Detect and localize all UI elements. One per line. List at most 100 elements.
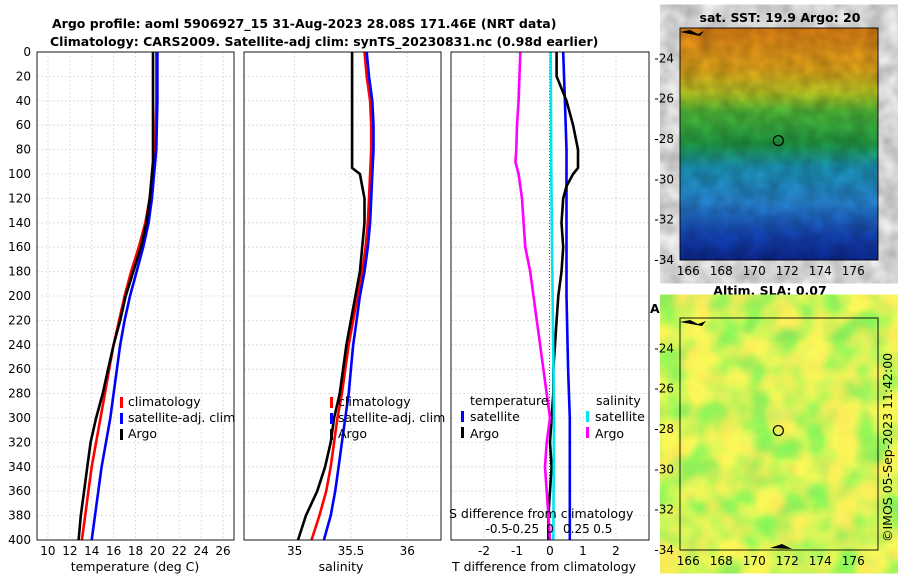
depth-tick-label: 0 xyxy=(23,45,31,59)
x-tick-label: 36 xyxy=(400,544,415,558)
legend-satellite-adj: satellite-adj. clim xyxy=(128,410,235,425)
t-difference-xlabel: T difference from climatology xyxy=(451,559,637,574)
figure-title-line2: Climatology: CARS2009. Satellite-adj cli… xyxy=(50,34,598,50)
figure-title-line1: Argo profile: aoml 5906927_15 31-Aug-202… xyxy=(52,16,556,32)
depth-tick-label: 280 xyxy=(8,387,31,401)
depth-tick-label: 260 xyxy=(8,362,31,376)
legend-swatch-argo xyxy=(330,429,333,440)
x-tick-label: -1 xyxy=(511,544,523,558)
s-diff-tick-label: 0 xyxy=(546,522,554,536)
lat-tick-label: -24 xyxy=(654,51,674,65)
x-tick-label: 2 xyxy=(612,544,620,558)
legend-s-satellite: satellite xyxy=(595,409,645,424)
legend-salinity-header: salinity xyxy=(596,393,641,408)
lon-tick-label: 166 xyxy=(677,264,700,278)
lon-tick-label: 174 xyxy=(809,264,832,278)
series-satellite-adj-clim xyxy=(90,52,159,540)
legend-swatch-climatology xyxy=(330,397,333,408)
lat-tick-label: -30 xyxy=(654,462,674,476)
sla-map-title-line2: Argo h1000: -0.0086 h2000: 0.015 xyxy=(650,301,891,316)
x-tick-label: 22 xyxy=(172,544,187,558)
salinity-profile-panel: 35 35.5 36 salinity climatology satellite-… xyxy=(243,51,445,574)
legend-swatch-t-argo xyxy=(461,427,464,438)
salinity-xlabel: salinity xyxy=(319,559,364,574)
legend-swatch-t-satellite xyxy=(461,411,464,422)
lat-tick-label: -32 xyxy=(654,213,674,227)
legend-t-argo: Argo xyxy=(470,426,499,441)
depth-tick-label: 40 xyxy=(16,94,31,108)
series-argo xyxy=(296,52,366,540)
credit-text: ©IMOS 05-Sep-2023 11:42:00 xyxy=(880,353,895,542)
legend-climatology: climatology xyxy=(128,394,201,409)
x-tick-label: -2 xyxy=(478,544,490,558)
series-satellite-adj-clim xyxy=(322,52,375,540)
legend-swatch-s-satellite xyxy=(586,411,589,422)
x-tick-label: 20 xyxy=(150,544,165,558)
temperature-legend: climatology satellite-adj. clim Argo xyxy=(120,394,235,441)
series-satellite-salinity xyxy=(549,52,556,540)
lon-tick-label: 170 xyxy=(743,264,766,278)
sst-map: sat. SST: 19.9 Argo: 20 -24 -26 -28 -30 -32 -… xyxy=(654,10,879,278)
lon-tick-label: 174 xyxy=(809,554,832,568)
legend-satellite-adj: satellite-adj. clim xyxy=(338,410,445,425)
lon-tick-label: 170 xyxy=(743,554,766,568)
depth-axis: 0 20 40 60 80 100 120 140 160 180 200 220 240 260 280 3… xyxy=(8,45,31,547)
lon-tick-label: 168 xyxy=(710,554,733,568)
depth-tick-label: 400 xyxy=(8,533,31,547)
x-tick-label: 26 xyxy=(215,544,230,558)
x-tick-label: 16 xyxy=(106,544,121,558)
s-difference-label: S difference from climatology xyxy=(449,506,634,521)
series-argo-salinity xyxy=(514,52,552,540)
x-tick-label: 12 xyxy=(62,544,77,558)
coastline xyxy=(770,544,792,549)
lat-tick-label: -32 xyxy=(654,503,674,517)
legend-swatch-argo xyxy=(120,429,123,440)
series-argo-temperature xyxy=(547,52,580,540)
x-tick-label: 35 xyxy=(287,544,302,558)
depth-tick-label: 120 xyxy=(8,191,31,205)
legend-argo: Argo xyxy=(338,426,367,441)
sst-map-title: sat. SST: 19.9 Argo: 20 xyxy=(700,10,861,25)
s-diff-tick-label: -0.25 xyxy=(508,522,539,536)
lon-tick-label: 172 xyxy=(776,554,799,568)
depth-tick-label: 100 xyxy=(8,167,31,181)
lat-tick-label: -26 xyxy=(654,382,674,396)
x-tick-label: 18 xyxy=(128,544,143,558)
legend-t-satellite: satellite xyxy=(470,409,520,424)
x-tick-label: 14 xyxy=(84,544,99,558)
depth-tick-label: 140 xyxy=(8,216,31,230)
series-climatology xyxy=(310,52,373,540)
lat-tick-label: -26 xyxy=(654,92,674,106)
x-tick-label: 24 xyxy=(194,544,209,558)
depth-tick-label: 340 xyxy=(8,460,31,474)
coastline xyxy=(680,320,706,326)
legend-argo: Argo xyxy=(128,426,157,441)
lon-tick-label: 172 xyxy=(776,264,799,278)
depth-tick-label: 60 xyxy=(16,118,31,132)
argo-position-marker xyxy=(772,424,784,437)
depth-tick-label: 360 xyxy=(8,484,31,498)
lat-tick-label: -30 xyxy=(654,172,674,186)
lat-tick-label: -34 xyxy=(654,543,674,557)
s-diff-tick-label: 0.5 xyxy=(593,522,612,536)
lat-tick-label: -34 xyxy=(654,253,674,267)
series-argo xyxy=(77,52,155,540)
x-tick-label: 1 xyxy=(579,544,587,558)
depth-tick-label: 160 xyxy=(8,240,31,254)
argo-position-marker xyxy=(772,134,784,147)
lon-tick-label: 168 xyxy=(710,264,733,278)
sla-map: Altim. SLA: 0.07 Argo h1000: -0.0086 h20… xyxy=(650,283,891,568)
legend-temperature-header: temperature xyxy=(470,393,549,408)
temperature-xlabel: temperature (deg C) xyxy=(71,559,200,574)
coastline xyxy=(680,30,704,36)
depth-tick-label: 200 xyxy=(8,289,31,303)
depth-tick-label: 80 xyxy=(16,143,31,157)
lon-tick-label: 176 xyxy=(842,264,865,278)
salinity-legend: climatology satellite-adj. clim Argo xyxy=(330,394,445,441)
lat-tick-label: -28 xyxy=(654,422,674,436)
lat-tick-label: -28 xyxy=(654,132,674,146)
x-tick-label: 35.5 xyxy=(338,544,365,558)
sla-map-title-line1: Altim. SLA: 0.07 xyxy=(713,283,826,298)
x-tick-label: 10 xyxy=(40,544,55,558)
